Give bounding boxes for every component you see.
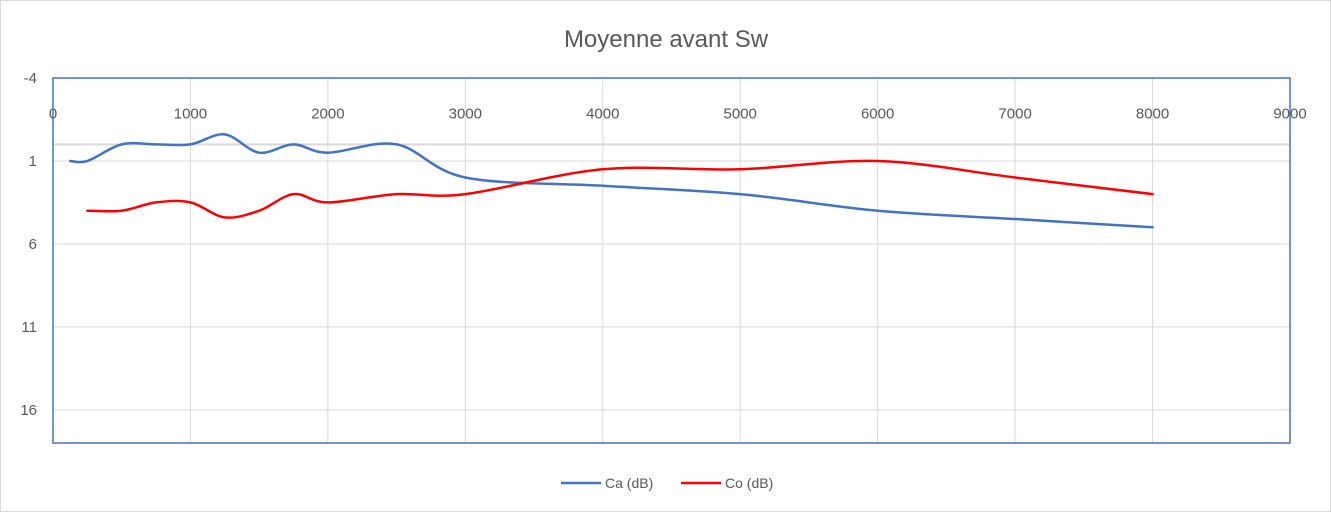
- x-tick-label: 4000: [586, 105, 619, 122]
- plot-area-border: [52, 77, 1291, 444]
- x-tick-label: 5000: [724, 105, 757, 122]
- x-tick-label: 1000: [174, 105, 207, 122]
- series-lines: [68, 133, 1154, 229]
- series-line-2: [86, 159, 1154, 219]
- y-tick-label: 16: [20, 402, 37, 419]
- legend: Ca (dB) Co (dB): [561, 475, 773, 491]
- x-tick-label: 8000: [1136, 105, 1169, 122]
- x-tick-label: 6000: [861, 105, 894, 122]
- series-line-1: [68, 133, 1154, 229]
- x-tick-label: 2000: [311, 105, 344, 122]
- y-tick-label: 11: [21, 319, 37, 336]
- y-tick-label: 6: [29, 236, 37, 253]
- grid: [53, 78, 1290, 443]
- legend-label-1: Ca (dB): [605, 475, 653, 491]
- x-tick-label: 7000: [998, 105, 1031, 122]
- chart-title: Moyenne avant Sw: [564, 26, 769, 53]
- y-tick-label: 1: [29, 153, 37, 170]
- y-tick-label: -4: [24, 70, 37, 87]
- legend-label-2: Co (dB): [725, 475, 773, 491]
- x-tick-label: 3000: [449, 105, 482, 122]
